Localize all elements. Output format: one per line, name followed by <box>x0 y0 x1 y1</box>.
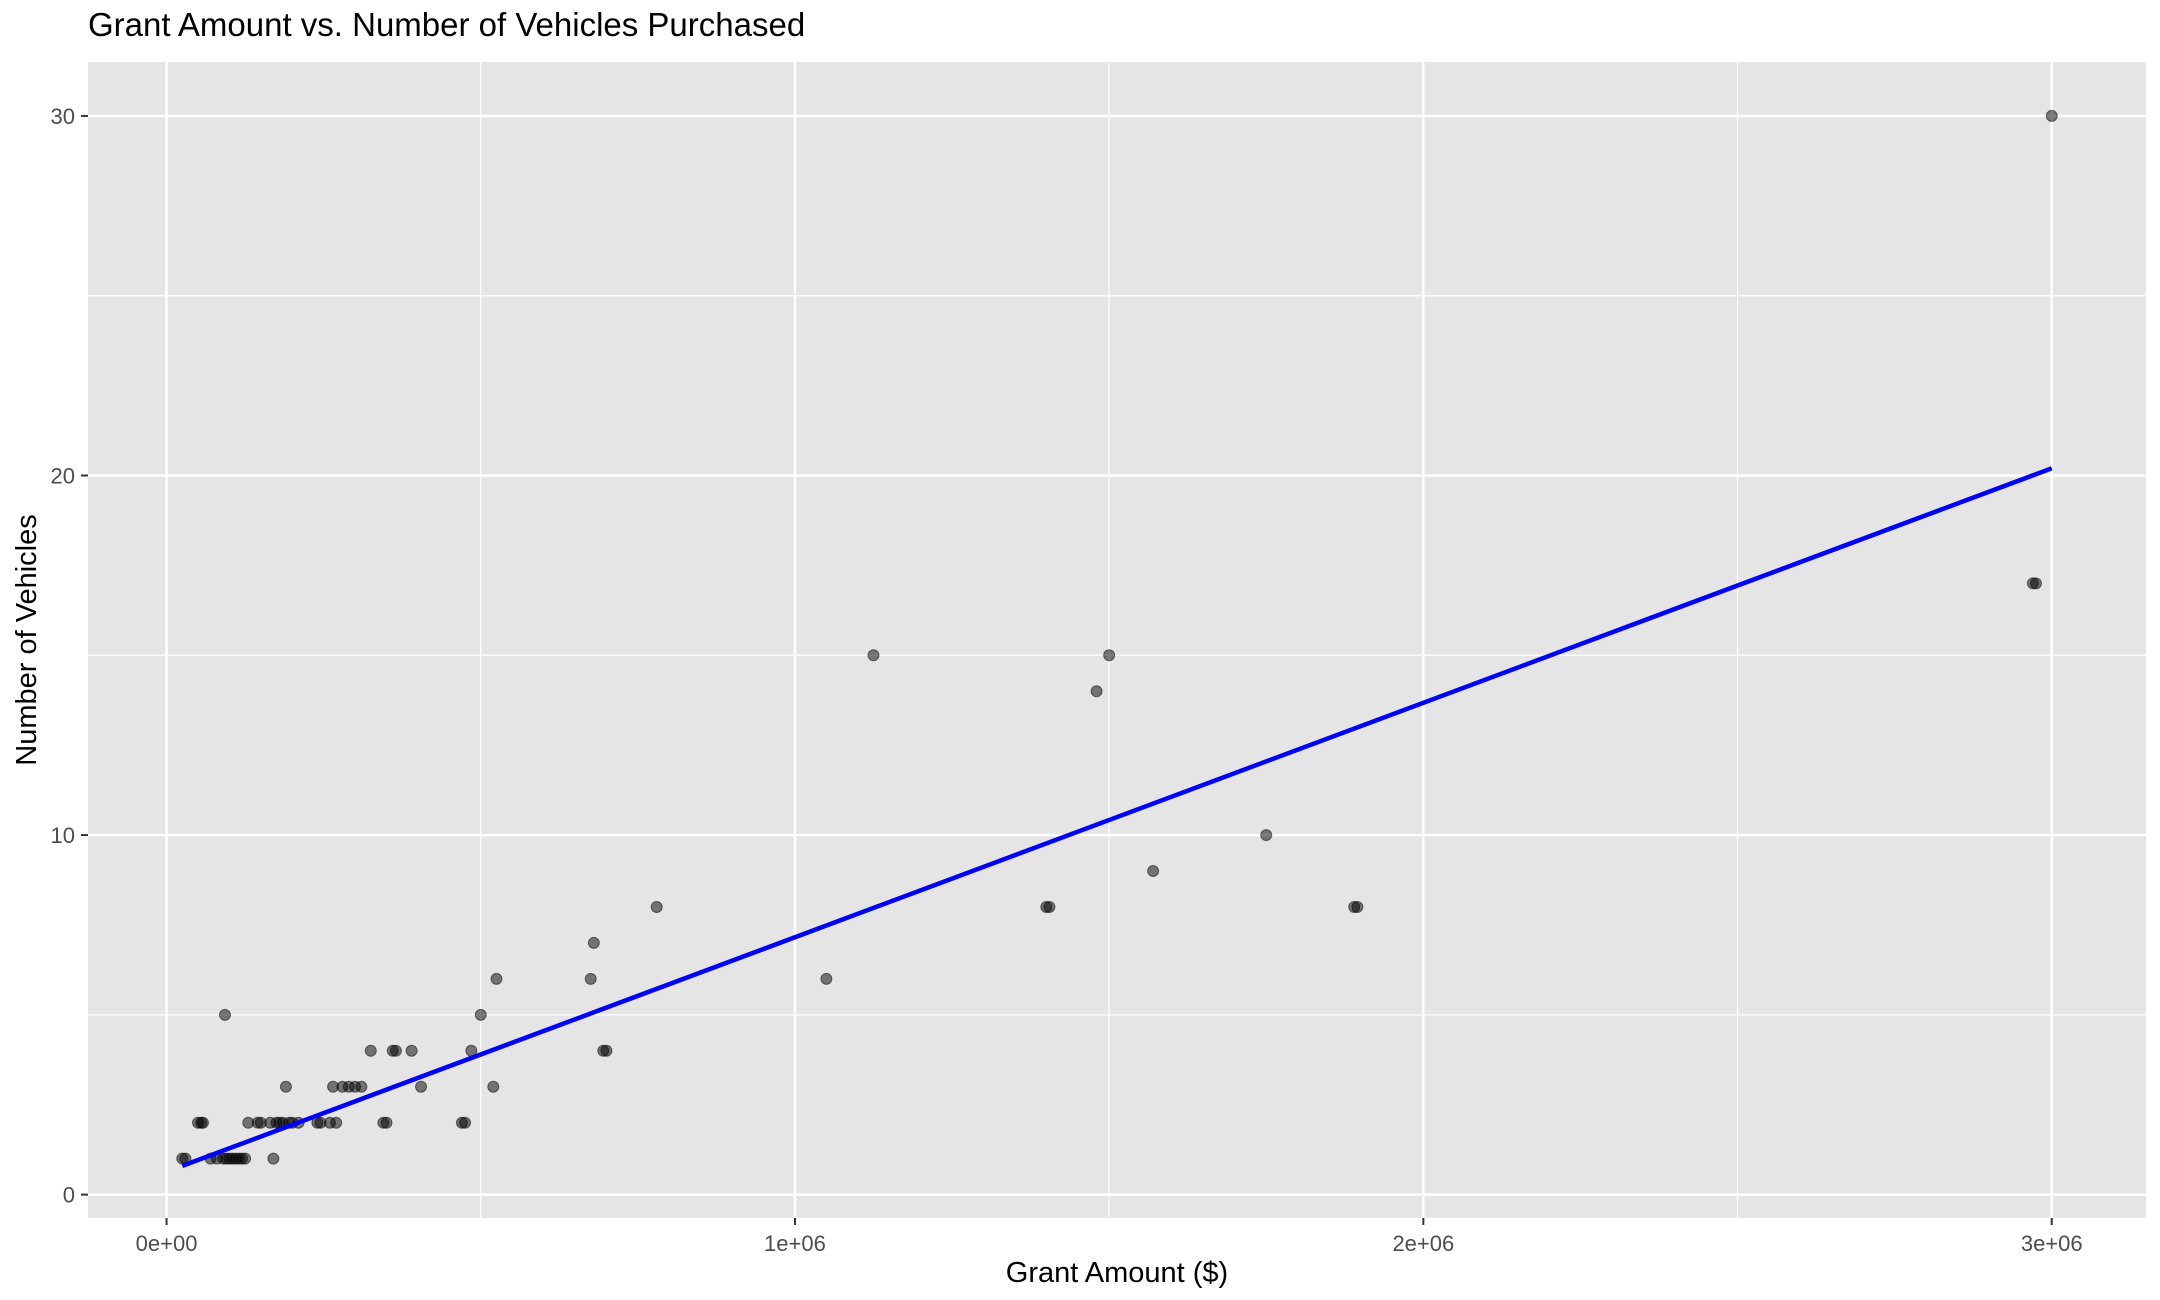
data-point <box>2045 109 2058 122</box>
data-point <box>474 1008 487 1021</box>
data-point <box>239 1152 252 1165</box>
data-point <box>820 972 833 985</box>
data-point <box>584 972 597 985</box>
x-tick-label: 1e+06 <box>764 1231 826 1256</box>
data-point <box>355 1080 368 1093</box>
data-point <box>1351 900 1364 913</box>
chart-title: Grant Amount vs. Number of Vehicles Purc… <box>88 6 806 43</box>
data-point <box>2030 577 2043 590</box>
major-gridlines <box>88 62 2146 1218</box>
y-tick-label: 10 <box>51 823 75 848</box>
data-point <box>587 936 600 949</box>
data-point <box>218 1008 231 1021</box>
y-tick-label: 30 <box>51 104 75 129</box>
data-point <box>1043 900 1056 913</box>
data-point <box>380 1116 393 1129</box>
data-point <box>1260 829 1273 842</box>
data-point <box>1103 649 1116 662</box>
data-point <box>279 1080 292 1093</box>
data-point <box>490 972 503 985</box>
data-point <box>459 1116 472 1129</box>
data-point <box>1147 865 1160 878</box>
minor-gridlines <box>88 62 2146 1218</box>
x-axis-title: Grant Amount ($) <box>1006 1257 1228 1289</box>
x-tick-label: 3e+06 <box>2021 1231 2083 1256</box>
data-point <box>405 1044 418 1057</box>
data-points <box>176 109 2058 1165</box>
data-point <box>415 1080 428 1093</box>
plot-panel <box>88 62 2146 1218</box>
trend-line-group <box>181 466 2053 1168</box>
data-point <box>867 649 880 662</box>
data-point <box>196 1116 209 1129</box>
data-point <box>267 1152 280 1165</box>
data-point <box>330 1116 343 1129</box>
trend-line <box>181 466 2053 1168</box>
y-tick-label: 20 <box>51 463 75 488</box>
x-tick-label: 2e+06 <box>1392 1231 1454 1256</box>
data-point <box>650 900 663 913</box>
data-point <box>389 1044 402 1057</box>
y-tick-label: 0 <box>63 1183 75 1208</box>
data-point <box>600 1044 613 1057</box>
data-point <box>487 1080 500 1093</box>
axis-ticks: 0e+00 1e+06 2e+06 3e+06 0 10 20 30 <box>51 104 2083 1256</box>
x-tick-label: 0e+00 <box>136 1231 198 1256</box>
data-point <box>1090 685 1103 698</box>
data-point <box>364 1044 377 1057</box>
y-axis-title: Number of Vehicles <box>11 514 43 765</box>
